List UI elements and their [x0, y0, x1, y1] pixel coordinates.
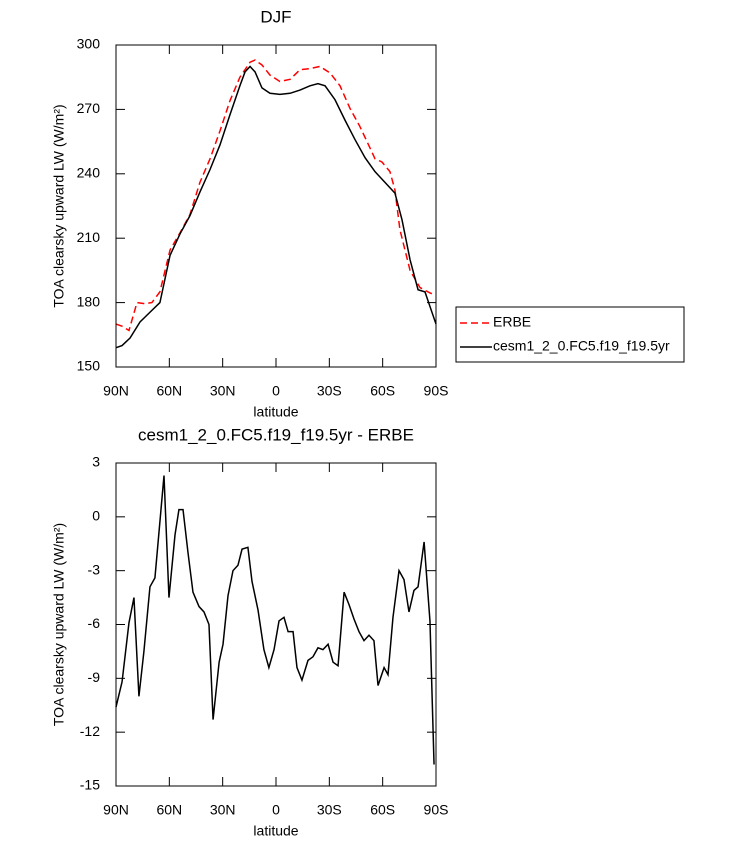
data-line — [115, 65, 437, 349]
x-axis-label: latitude — [253, 823, 298, 839]
x-tick-label: 30S — [317, 383, 342, 399]
y-tick-label: 210 — [77, 229, 101, 245]
y-axis-label: TOA clearsky upward LW (W/m²) — [51, 104, 67, 307]
legend-label: cesm1_2_0.FC5.f19_f19.5yr — [493, 338, 670, 354]
x-tick-label: 0 — [272, 383, 280, 399]
chart-title: DJF — [260, 7, 291, 26]
x-tick-label: 60S — [370, 383, 395, 399]
plot-frame — [115, 44, 437, 368]
y-tick-label: 270 — [77, 100, 101, 116]
x-tick-label: 90N — [103, 383, 129, 399]
chart-title: cesm1_2_0.FC5.f19_f19.5yr - ERBE — [138, 425, 414, 444]
data-line — [115, 475, 435, 765]
legend-label: ERBE — [493, 314, 531, 330]
y-tick-label: 0 — [92, 508, 100, 524]
x-tick-label: 30N — [210, 383, 236, 399]
y-tick-label: -6 — [88, 615, 101, 631]
y-tick-label: -9 — [88, 669, 101, 685]
x-tick-label: 30S — [317, 802, 342, 818]
y-tick-label: 180 — [77, 293, 101, 309]
plot-frame — [115, 462, 437, 787]
x-tick-label: 60N — [156, 383, 182, 399]
y-tick-label: 300 — [77, 36, 101, 52]
y-tick-label: -15 — [80, 777, 100, 793]
x-tick-label: 90S — [424, 802, 449, 818]
x-tick-label: 90N — [103, 802, 129, 818]
y-tick-label: 240 — [77, 165, 101, 181]
x-tick-label: 90S — [424, 383, 449, 399]
y-tick-label: 150 — [77, 358, 101, 374]
x-tick-label: 60S — [370, 802, 395, 818]
x-axis-label: latitude — [253, 404, 298, 420]
legend-box — [455, 306, 685, 363]
x-tick-label: 0 — [272, 802, 280, 818]
y-axis-label: TOA clearsky upward LW (W/m²) — [51, 523, 67, 726]
x-tick-label: 30N — [210, 802, 236, 818]
data-line — [115, 59, 437, 332]
y-tick-label: -3 — [88, 561, 101, 577]
y-tick-label: -12 — [80, 723, 100, 739]
y-tick-label: 3 — [92, 454, 100, 470]
x-tick-label: 60N — [156, 802, 182, 818]
